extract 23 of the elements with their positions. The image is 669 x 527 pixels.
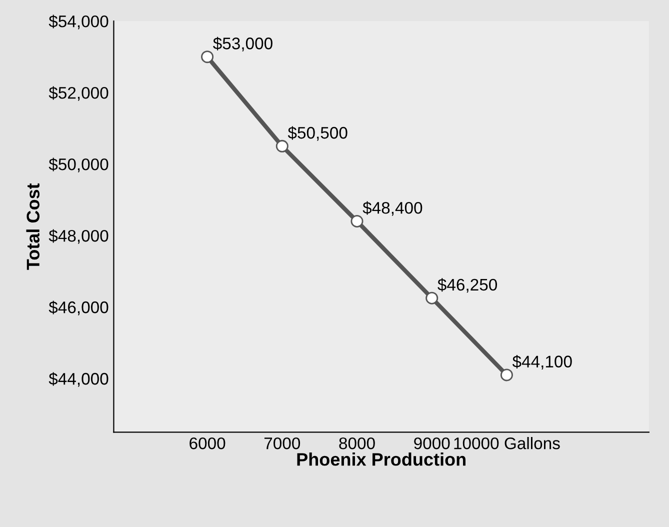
y-tick-label: $44,000 [48,372,108,387]
data-label: $50,500 [288,126,348,141]
x-tick-label: 9000 [414,437,450,450]
data-label: $53,000 [213,36,272,52]
x-tick-label: 10000 Gallons [454,437,560,450]
point [276,140,288,152]
x-tick-label: 6000 [190,437,226,450]
point [350,215,364,228]
y-tick-label: $52,000 [48,86,108,101]
x-axis-title: Phoenix Production [297,452,466,466]
data-label: $46,250 [438,278,498,293]
y-tick-label: $50,000 [48,158,108,172]
y-tick-label: $48,000 [48,229,108,244]
point [426,292,438,304]
point [500,368,513,382]
x-tick-label: 7000 [264,437,300,450]
data-label: $44,100 [512,354,572,370]
y-tick-label: $54,000 [48,14,108,30]
x-tick-label: 8000 [339,437,375,450]
point [201,50,214,64]
y-tick-label: $46,000 [48,300,108,316]
data-label: $48,400 [362,201,422,216]
y-axis-title: Total Cost [26,183,40,270]
